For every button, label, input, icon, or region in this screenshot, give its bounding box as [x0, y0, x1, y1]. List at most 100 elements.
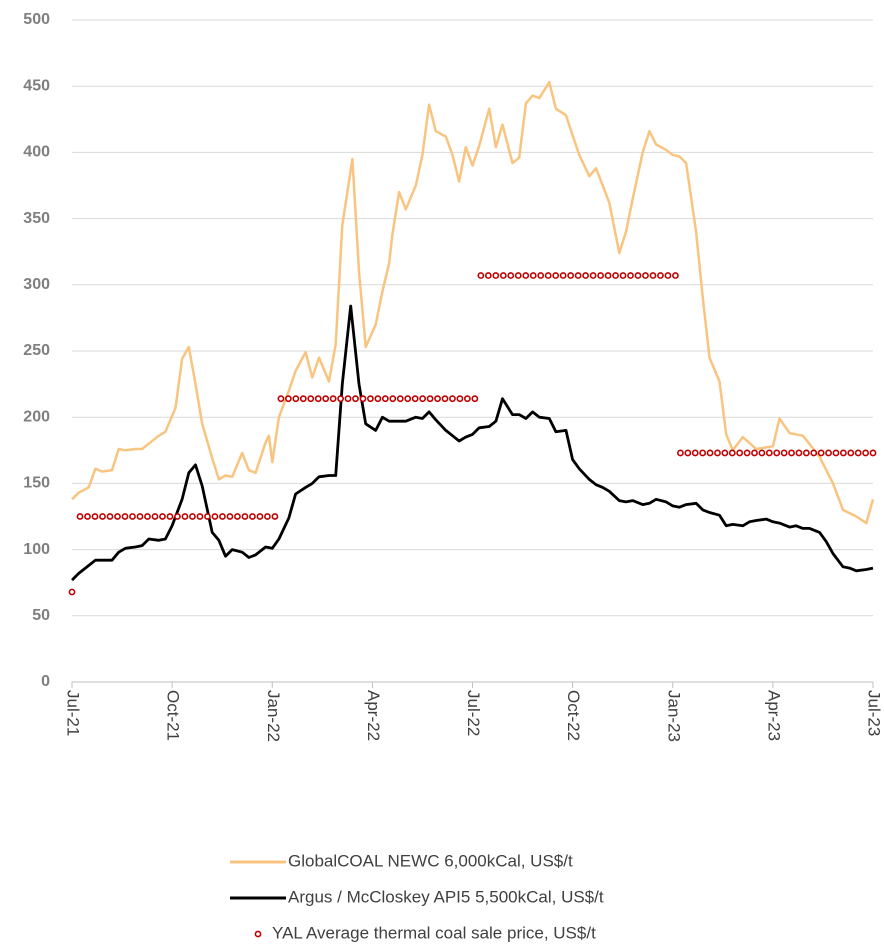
dot: [396, 395, 404, 403]
dot: [589, 272, 597, 279]
x-tick-label: Jul-21: [64, 690, 83, 736]
dot: [449, 395, 456, 403]
dot: [567, 272, 575, 279]
dot: [307, 395, 315, 403]
dot: [627, 272, 634, 279]
y-tick-label: 300: [23, 276, 50, 293]
dot: [758, 449, 766, 457]
dot: [802, 449, 810, 457]
y-tick-label: 250: [23, 342, 50, 359]
dot: [68, 588, 76, 596]
dot: [337, 395, 344, 403]
dot: [706, 449, 714, 457]
dot: [381, 395, 389, 403]
dot: [795, 449, 803, 457]
dot: [780, 449, 788, 457]
x-tick-label: Apr-22: [364, 690, 383, 741]
legend-swatch: [254, 930, 262, 938]
dot: [788, 449, 795, 457]
y-tick-label: 500: [23, 11, 50, 28]
dot: [810, 449, 818, 457]
dot: [714, 449, 721, 457]
dot: [649, 272, 657, 279]
dot: [642, 272, 649, 279]
dot: [249, 513, 256, 520]
dot: [677, 449, 684, 457]
legend-label: GlobalCOAL NEWC 6,000kCal, US$/t: [288, 851, 573, 870]
dot: [367, 395, 374, 403]
dot: [825, 449, 832, 457]
dot: [84, 513, 91, 520]
dot: [862, 449, 869, 457]
dot: [219, 513, 226, 520]
dot: [721, 449, 729, 457]
dot: [352, 395, 359, 403]
dot: [537, 272, 545, 279]
dot: [322, 395, 330, 403]
dot: [114, 513, 121, 520]
dot: [456, 395, 464, 403]
dot: [664, 272, 672, 279]
y-tick-label: 100: [23, 541, 50, 558]
y-tick-label: 200: [23, 408, 50, 425]
dot: [684, 449, 692, 457]
dot: [181, 513, 189, 520]
dot: [507, 272, 515, 279]
dot: [699, 449, 707, 457]
dot: [854, 449, 862, 457]
dot: [389, 395, 397, 403]
y-tick-label: 50: [32, 607, 50, 624]
legend-label: Argus / McCloskey API5 5,500kCal, US$/t: [288, 887, 604, 906]
y-tick-label: 0: [41, 673, 50, 690]
dot: [204, 513, 211, 520]
dot: [404, 395, 412, 403]
dot: [559, 272, 567, 279]
dot: [839, 449, 847, 457]
dot: [106, 513, 114, 520]
dot: [91, 513, 99, 520]
dot: [597, 272, 604, 279]
y-tick-label: 150: [23, 475, 50, 492]
dot: [211, 513, 219, 520]
dot: [441, 395, 449, 403]
dot: [234, 513, 241, 520]
dot: [426, 395, 434, 403]
x-tick-label: Jul-23: [865, 690, 884, 736]
dot: [359, 395, 367, 403]
dot: [463, 395, 471, 403]
dot: [434, 395, 441, 403]
dot: [847, 449, 855, 457]
dot: [499, 272, 507, 279]
dot: [604, 272, 612, 279]
dot: [241, 513, 249, 520]
dot: [271, 513, 279, 520]
y-tick-label: 400: [23, 144, 50, 161]
dot: [743, 449, 751, 457]
dot: [256, 513, 264, 520]
dot: [151, 513, 159, 520]
line: [71, 304, 874, 582]
dot: [329, 395, 337, 403]
dot: [672, 272, 679, 279]
dot: [159, 513, 166, 520]
dot: [832, 449, 840, 457]
dot: [736, 449, 744, 457]
dot: [471, 395, 479, 403]
dot: [477, 272, 485, 279]
line: [71, 80, 875, 525]
dot: [374, 395, 382, 403]
dot: [196, 513, 204, 520]
dot: [121, 513, 129, 520]
dot: [817, 449, 825, 457]
dot: [751, 449, 758, 457]
dot: [657, 272, 664, 279]
dot: [299, 395, 307, 403]
dot: [264, 513, 271, 520]
dot: [582, 272, 590, 279]
dot: [619, 272, 627, 279]
dot: [189, 513, 196, 520]
x-tick-label: Oct-21: [164, 690, 183, 741]
dot: [144, 513, 151, 520]
dot: [166, 513, 174, 520]
